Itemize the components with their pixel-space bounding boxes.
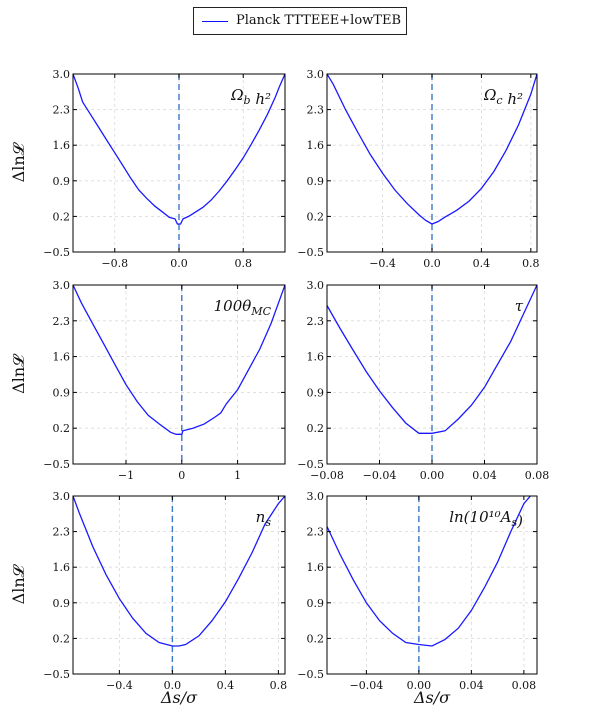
likelihood-curve bbox=[73, 285, 285, 435]
x-tick-label: 0.4 bbox=[217, 679, 235, 692]
plot-frame bbox=[72, 495, 286, 675]
y-axis-label: Δln𝓛 bbox=[9, 563, 28, 604]
x-tick-label: −0.4 bbox=[369, 257, 396, 270]
panel-4: −0.5 0.2 0.9 1.6 2.3 3.0 −0.08 −0.04 0.00 0.04 0.0… bbox=[297, 279, 549, 482]
plot-frame bbox=[72, 284, 286, 465]
x-tick-label: 0.0 bbox=[170, 257, 188, 270]
y-tick-label: 0.2 bbox=[307, 422, 325, 435]
x-tick-label: −1 bbox=[118, 469, 134, 482]
y-tick-label: 1.6 bbox=[307, 561, 325, 574]
y-tick-label: 0.2 bbox=[53, 632, 71, 645]
x-tick-label: 0.08 bbox=[525, 469, 550, 482]
panel-title: 100θMC bbox=[214, 297, 272, 318]
legend: Planck TTTEEE+lowTEB bbox=[193, 7, 407, 35]
panel-title: ns bbox=[256, 508, 272, 529]
y-tick-label: −0.5 bbox=[43, 668, 70, 681]
panel-title: τ bbox=[515, 297, 524, 315]
panel-title: ln(10¹⁰As) bbox=[449, 508, 523, 530]
y-tick-label: 0.9 bbox=[53, 175, 71, 188]
y-tick-label: 1.6 bbox=[53, 351, 71, 364]
x-tick-label: 0.8 bbox=[522, 257, 540, 270]
x-tick-label: −0.8 bbox=[101, 257, 128, 270]
likelihood-curve bbox=[73, 74, 285, 225]
panel-2: −0.5 0.2 0.9 1.6 2.3 3.0 −0.4 0.0 0.4 0.8 Ωc h² bbox=[297, 68, 539, 270]
y-tick-label: 1.6 bbox=[53, 139, 71, 152]
y-tick-label: 0.9 bbox=[307, 175, 325, 188]
y-tick-label: 0.9 bbox=[307, 597, 325, 610]
y-tick-label: −0.5 bbox=[43, 458, 70, 471]
y-tick-label: 2.3 bbox=[53, 104, 71, 117]
panel-5: −0.5 0.2 0.9 1.6 2.3 3.0 −0.4 0.0 0.4 0.8 ns Δln𝓛 Δs… bbox=[9, 490, 287, 707]
panel-6: −0.5 0.2 0.9 1.6 2.3 3.0 −0.04 0.00 0.04 0.08 ln(1… bbox=[297, 490, 538, 707]
y-axis-label: Δln𝓛 bbox=[9, 353, 28, 394]
x-tick-label: −0.04 bbox=[363, 469, 397, 482]
y-tick-label: 1.6 bbox=[53, 561, 71, 574]
y-tick-label: 2.3 bbox=[53, 315, 71, 328]
x-tick-label: 0.08 bbox=[512, 679, 537, 692]
x-tick-label: 0.8 bbox=[270, 679, 288, 692]
y-tick-label: 1.6 bbox=[307, 351, 325, 364]
likelihood-curve bbox=[327, 285, 537, 434]
y-tick-label: 3.0 bbox=[307, 490, 325, 503]
x-tick-label: 0.04 bbox=[472, 469, 497, 482]
y-tick-label: −0.5 bbox=[297, 668, 324, 681]
y-tick-label: 2.3 bbox=[307, 526, 325, 539]
y-tick-label: 0.9 bbox=[53, 597, 71, 610]
x-tick-label: −0.08 bbox=[310, 469, 344, 482]
y-tick-label: 0.2 bbox=[307, 210, 325, 223]
y-tick-label: 0.2 bbox=[53, 422, 71, 435]
y-tick-label: 2.3 bbox=[53, 526, 71, 539]
panel-title: Ωb h² bbox=[230, 86, 271, 108]
y-tick-label: 2.3 bbox=[307, 104, 325, 117]
y-tick-label: −0.5 bbox=[297, 246, 324, 259]
x-tick-label: 1 bbox=[234, 469, 241, 482]
y-tick-label: −0.5 bbox=[297, 458, 324, 471]
likelihood-curve bbox=[327, 74, 537, 225]
y-tick-label: 0.2 bbox=[53, 210, 71, 223]
x-axis-label: Δs/σ bbox=[413, 688, 451, 707]
x-tick-label: 0 bbox=[178, 469, 185, 482]
x-tick-label: 0.8 bbox=[234, 257, 252, 270]
plot-frame bbox=[326, 495, 538, 675]
legend-label: Planck TTTEEE+lowTEB bbox=[236, 13, 402, 28]
y-tick-label: 3.0 bbox=[53, 490, 71, 503]
x-tick-label: −0.4 bbox=[106, 679, 133, 692]
y-axis-label: Δln𝓛 bbox=[9, 141, 28, 182]
y-tick-label: −0.5 bbox=[43, 246, 70, 259]
y-tick-label: 3.0 bbox=[307, 68, 325, 81]
y-tick-label: 3.0 bbox=[307, 279, 325, 292]
y-tick-label: 3.0 bbox=[53, 279, 71, 292]
x-tick-label: −0.04 bbox=[350, 679, 384, 692]
y-tick-label: 3.0 bbox=[53, 68, 71, 81]
likelihood-curve bbox=[327, 496, 531, 647]
x-axis-label: Δs/σ bbox=[160, 688, 198, 707]
y-tick-label: 2.3 bbox=[307, 315, 325, 328]
y-tick-label: 0.9 bbox=[307, 386, 325, 399]
x-tick-label: 0.00 bbox=[407, 679, 432, 692]
likelihood-curve bbox=[73, 496, 285, 647]
x-tick-label: 0.00 bbox=[420, 469, 445, 482]
x-tick-label: 0.0 bbox=[164, 679, 182, 692]
y-tick-label: 0.9 bbox=[53, 386, 71, 399]
panel-3: −0.5 0.2 0.9 1.6 2.3 3.0 −1 0 1 100θMC Δln𝓛 bbox=[9, 279, 286, 482]
x-tick-label: 0.4 bbox=[473, 257, 491, 270]
x-tick-label: 0.04 bbox=[459, 679, 484, 692]
x-tick-label: 0.0 bbox=[423, 257, 441, 270]
y-tick-label: 1.6 bbox=[307, 139, 325, 152]
panel-1: −0.5 0.2 0.9 1.6 2.3 3.0 −0.8 0.0 0.8 Ωb h² Δln𝓛 bbox=[9, 68, 286, 270]
y-tick-label: 0.2 bbox=[307, 632, 325, 645]
legend-line-swatch bbox=[202, 21, 228, 22]
panel-title: Ωc h² bbox=[483, 86, 523, 108]
